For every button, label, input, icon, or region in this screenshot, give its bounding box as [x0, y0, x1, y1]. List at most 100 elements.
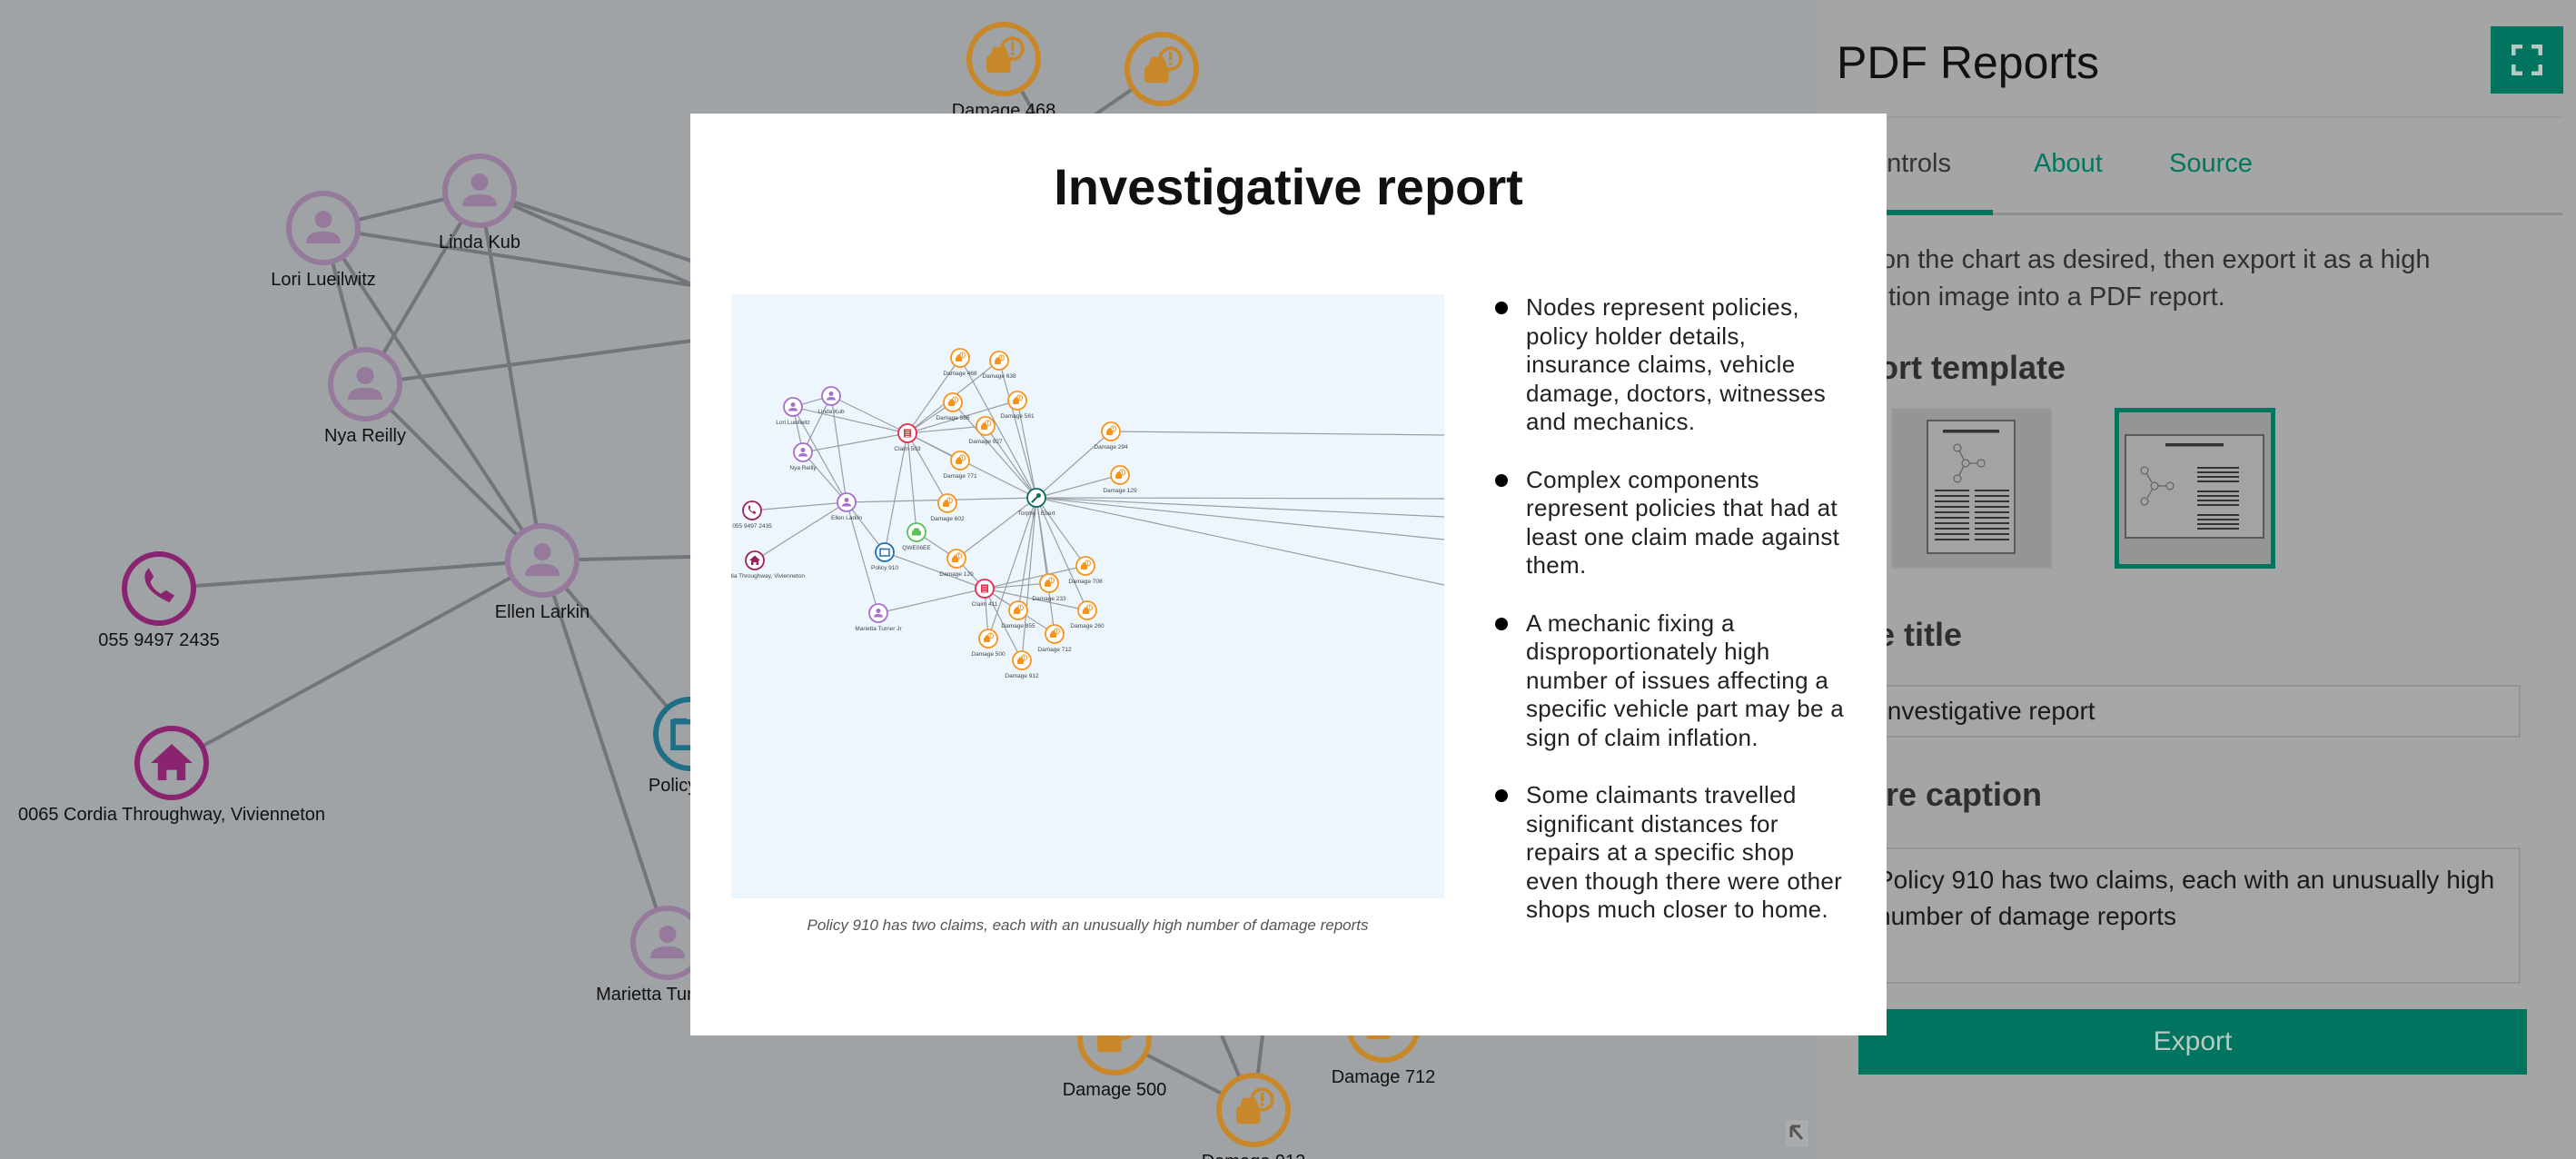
address-icon	[151, 744, 193, 780]
edge	[364, 334, 728, 386]
node-label: Damage 468	[943, 371, 977, 377]
person-icon	[842, 498, 851, 507]
report-node: Claim 411	[972, 579, 998, 608]
report-node: Torphy - Ebert	[1018, 488, 1055, 517]
damage-icon	[952, 552, 962, 562]
policy-icon	[879, 548, 890, 557]
damage-icon	[1045, 577, 1055, 587]
figure-caption-textarea[interactable]: Policy 910 has two claims, each with an …	[1817, 847, 2521, 984]
edge	[1110, 431, 1444, 436]
edge	[907, 400, 1018, 434]
node-label: Ellen Larkin	[495, 602, 590, 622]
template-landscape-option[interactable]	[2115, 408, 2275, 569]
node-label: Ellen Larkin	[831, 515, 862, 521]
report-title: Investigative report	[1054, 158, 1523, 215]
edge	[998, 360, 1037, 499]
network-node[interactable]: 0065 Cordia Throughway, Vivienneton	[18, 726, 325, 825]
bullet-dot	[1495, 617, 1508, 630]
address-icon	[749, 555, 760, 565]
person-icon	[306, 211, 341, 244]
report-node: Damage 233	[1032, 573, 1066, 602]
node-ring	[875, 542, 895, 562]
network-node[interactable]: Nya Reilly	[324, 347, 406, 446]
bullet-item: Some claimants travelled significant dis…	[1490, 781, 1853, 925]
network-node[interactable]: Damage 912	[1202, 1073, 1306, 1159]
report-network-image: Lori Lueilwitz Linda Kub Nya Reilly Ellen L…	[731, 294, 1444, 898]
node-label: Damage 638	[982, 373, 1016, 380]
edge	[987, 497, 1037, 639]
node-label: Damage 712	[1037, 647, 1072, 653]
template-portrait-option[interactable]	[1891, 408, 2052, 569]
node-label: Claim 411	[972, 601, 998, 608]
network-node[interactable]: Lori Lueilwitz	[271, 191, 376, 290]
edge	[985, 425, 1037, 499]
report-node: Damage 294	[1094, 421, 1128, 451]
person-icon	[462, 173, 497, 207]
edge	[830, 395, 908, 434]
network-node[interactable]: 055 9497 2435	[98, 551, 220, 650]
edge	[754, 501, 847, 561]
export-button[interactable]: Export	[1858, 1009, 2527, 1075]
claim-icon	[981, 584, 988, 593]
damage-icon	[943, 497, 953, 507]
panel-title: PDF Reports	[1837, 37, 2099, 88]
network-node[interactable]: Linda Kub	[439, 154, 520, 253]
node-label: Lori Lueilwitz	[776, 420, 810, 426]
report-node: Damage 500	[971, 629, 1006, 658]
edge	[1035, 497, 1444, 518]
report-preview-modal: Investigative report Lori Lueilwitz Linda…	[690, 114, 1887, 1035]
node-label: Damage 927	[968, 439, 1003, 445]
damage-icon	[995, 354, 1005, 364]
tab-source[interactable]: Source	[2169, 149, 2253, 178]
report-node: Marietta Turner Jr	[855, 603, 902, 632]
edge	[540, 559, 692, 736]
damage-icon	[1083, 604, 1093, 614]
bullet-text: Complex components represent policies th…	[1526, 465, 1840, 580]
edge	[322, 226, 544, 562]
damage-icon	[1236, 1087, 1274, 1124]
node-label: Torphy - Ebert	[1018, 510, 1055, 517]
report-node: Policy 910	[871, 542, 898, 571]
fullscreen-button[interactable]	[2491, 26, 2563, 94]
bullet-item: Nodes represent policies, policy holder …	[1490, 293, 1853, 437]
claim-icon	[904, 429, 911, 438]
node-label: Damage 260	[1070, 623, 1105, 629]
tab-about[interactable]: About	[2034, 149, 2103, 178]
node-label: Damage 912	[1202, 1152, 1306, 1159]
bullet-text: Some claimants travelled significant dis…	[1526, 781, 1843, 923]
node-label: Damage 129	[1103, 488, 1137, 494]
node-label: Lori Lueilwitz	[271, 270, 376, 290]
landscape-template-icon	[2125, 434, 2264, 539]
damage-icon	[986, 36, 1025, 74]
report-node: Damage 855	[1001, 600, 1035, 629]
bullet-item: Complex components represent policies th…	[1490, 466, 1853, 580]
edge	[158, 559, 543, 590]
edge	[959, 357, 1037, 499]
person-icon	[827, 391, 836, 401]
mechanic-icon	[1031, 493, 1041, 503]
page-title-input[interactable]: Investigative report	[1817, 685, 2521, 738]
node-ring	[742, 500, 762, 520]
network-node[interactable]: Damage 468	[952, 22, 1056, 121]
vehicle-icon	[912, 528, 921, 536]
damage-icon	[1106, 425, 1116, 435]
edge	[907, 432, 917, 533]
arrow-up-left-icon[interactable]	[1785, 1120, 1808, 1147]
edge	[802, 395, 832, 453]
report-node: QWE06EE	[902, 522, 931, 551]
node-label: Damage 120	[939, 571, 974, 578]
node-label: Damage 855	[1001, 623, 1035, 629]
network-node[interactable]: Ellen Larkin	[495, 523, 590, 622]
report-node: 0065 Cordia Throughway, Vivienneton	[731, 550, 805, 580]
damage-icon	[1144, 46, 1183, 84]
edge	[846, 501, 879, 614]
phone-icon	[144, 568, 175, 603]
edge	[984, 588, 1088, 611]
report-node: Damage 912	[1005, 650, 1039, 679]
edge	[479, 189, 728, 274]
node-label: Damage 712	[1332, 1067, 1436, 1087]
report-node: Damage 771	[943, 451, 977, 480]
report-edges	[751, 357, 1444, 661]
person-icon	[798, 448, 807, 457]
